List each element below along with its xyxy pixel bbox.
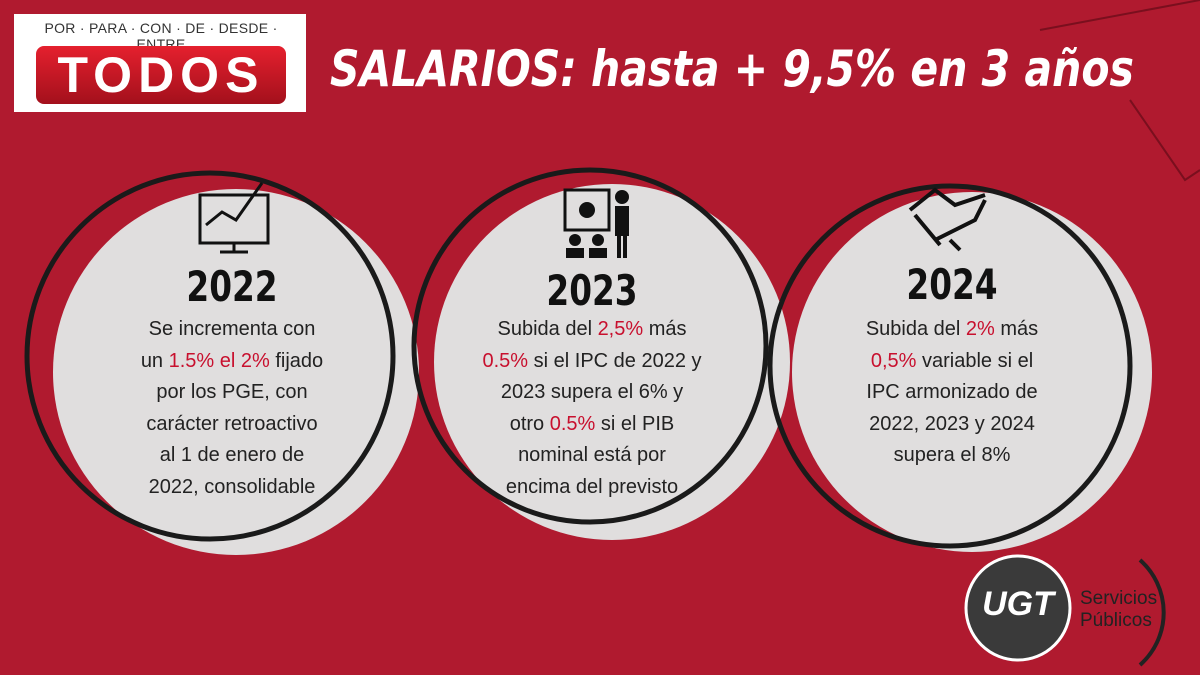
text-line: carácter retroactivo bbox=[82, 409, 382, 441]
text-segment: supera el 8% bbox=[893, 444, 1011, 466]
deco-line bbox=[1129, 99, 1200, 182]
text-segment: fijado bbox=[269, 349, 324, 372]
text-line: 2022, consolidable bbox=[82, 472, 382, 504]
text-segment: IPC armonizado de bbox=[866, 381, 1038, 403]
circle-text: Subida del 2% más 0,5% variable si el IPC … bbox=[802, 314, 1102, 472]
text-line: al 1 de enero de bbox=[82, 440, 382, 472]
circle-shadow bbox=[53, 189, 419, 555]
text-segment: otro bbox=[509, 412, 550, 435]
highlight: 2% bbox=[965, 318, 995, 340]
text-segment: carácter retroactivo bbox=[146, 412, 318, 435]
circle-outline bbox=[411, 167, 769, 525]
title: SALARIOS: hasta + 9,5% en 3 años bbox=[330, 40, 1134, 98]
brand-logo: POR · PARA · CON · DE · DESDE · ENTRE TO… bbox=[14, 14, 306, 112]
text-segment: 2023 supera el 6% y bbox=[500, 381, 684, 403]
text-line: 0,5% variable si el bbox=[802, 346, 1102, 378]
text-line: por los PGE, con bbox=[82, 377, 382, 409]
text-segment: si el IPC de 2022 y bbox=[528, 349, 702, 372]
brand-name: TODOS bbox=[36, 46, 286, 104]
year: 2023 bbox=[546, 266, 638, 315]
ugt-logo-circle bbox=[964, 554, 1072, 662]
org-line: Servicios bbox=[1080, 588, 1158, 609]
year: 2022 bbox=[186, 262, 278, 311]
text-line: un 1.5% el 2% fijado bbox=[82, 346, 382, 378]
text-line: otro 0.5% si el PIB bbox=[442, 409, 742, 441]
year: 2024 bbox=[906, 260, 998, 309]
text-segment: Subida del bbox=[497, 318, 598, 340]
text-segment: más bbox=[994, 318, 1039, 340]
text-line: IPC armonizado de bbox=[802, 377, 1102, 409]
text-segment: un bbox=[140, 349, 169, 372]
text-line: Se incrementa con bbox=[82, 314, 382, 346]
circle-outline bbox=[24, 170, 396, 542]
text-segment: si el PIB bbox=[595, 412, 675, 435]
circle-text: Se incrementa con un 1.5% el 2% fijado por… bbox=[82, 314, 382, 503]
highlight: 0,5% bbox=[870, 349, 917, 372]
circle-text: Subida del 2,5% más 0.5% si el IPC de 202… bbox=[442, 314, 742, 503]
text-line: Subida del 2,5% más bbox=[442, 314, 742, 346]
highlight: 0.5% bbox=[482, 349, 529, 372]
text-line: encima del previsto bbox=[442, 472, 742, 504]
text-segment: encima del previsto bbox=[505, 475, 679, 498]
text-segment: por los PGE, con bbox=[156, 381, 308, 403]
text-segment: Subida del bbox=[865, 318, 966, 340]
circle-outline bbox=[767, 183, 1133, 549]
text-segment: más bbox=[643, 318, 687, 340]
text-segment: al 1 de enero de bbox=[159, 444, 305, 466]
org-name: Servicios Públicos bbox=[1080, 588, 1157, 632]
icon-chart bbox=[198, 182, 270, 254]
text-segment: variable si el bbox=[916, 349, 1034, 372]
text-segment: 2022, consolidable bbox=[148, 475, 316, 498]
org-line: Públicos bbox=[1080, 610, 1152, 631]
highlight: 2,5% bbox=[597, 318, 644, 340]
text-line: nominal está por bbox=[442, 440, 742, 472]
icon-handshake bbox=[908, 187, 987, 252]
text-segment: Se incrementa con bbox=[148, 318, 316, 340]
text-line: 2022, 2023 y 2024 bbox=[802, 409, 1102, 441]
highlight: 1.5% el 2% bbox=[168, 349, 270, 372]
text-line: supera el 8% bbox=[802, 440, 1102, 472]
text-line: 0.5% si el IPC de 2022 y bbox=[442, 346, 742, 378]
circle-shadow bbox=[434, 184, 790, 540]
logo-arc bbox=[1138, 558, 1166, 667]
highlight: 0.5% bbox=[549, 412, 596, 435]
text-segment: 2022, 2023 y 2024 bbox=[869, 412, 1035, 435]
text-line: 2023 supera el 6% y bbox=[442, 377, 742, 409]
icon-presenter bbox=[563, 188, 629, 258]
ugt-logo-text: UGT bbox=[982, 585, 1054, 623]
text-line: Subida del 2% más bbox=[802, 314, 1102, 346]
circle-shadow bbox=[792, 192, 1152, 552]
text-segment: nominal está por bbox=[518, 444, 666, 466]
deco-line bbox=[1039, 0, 1200, 31]
